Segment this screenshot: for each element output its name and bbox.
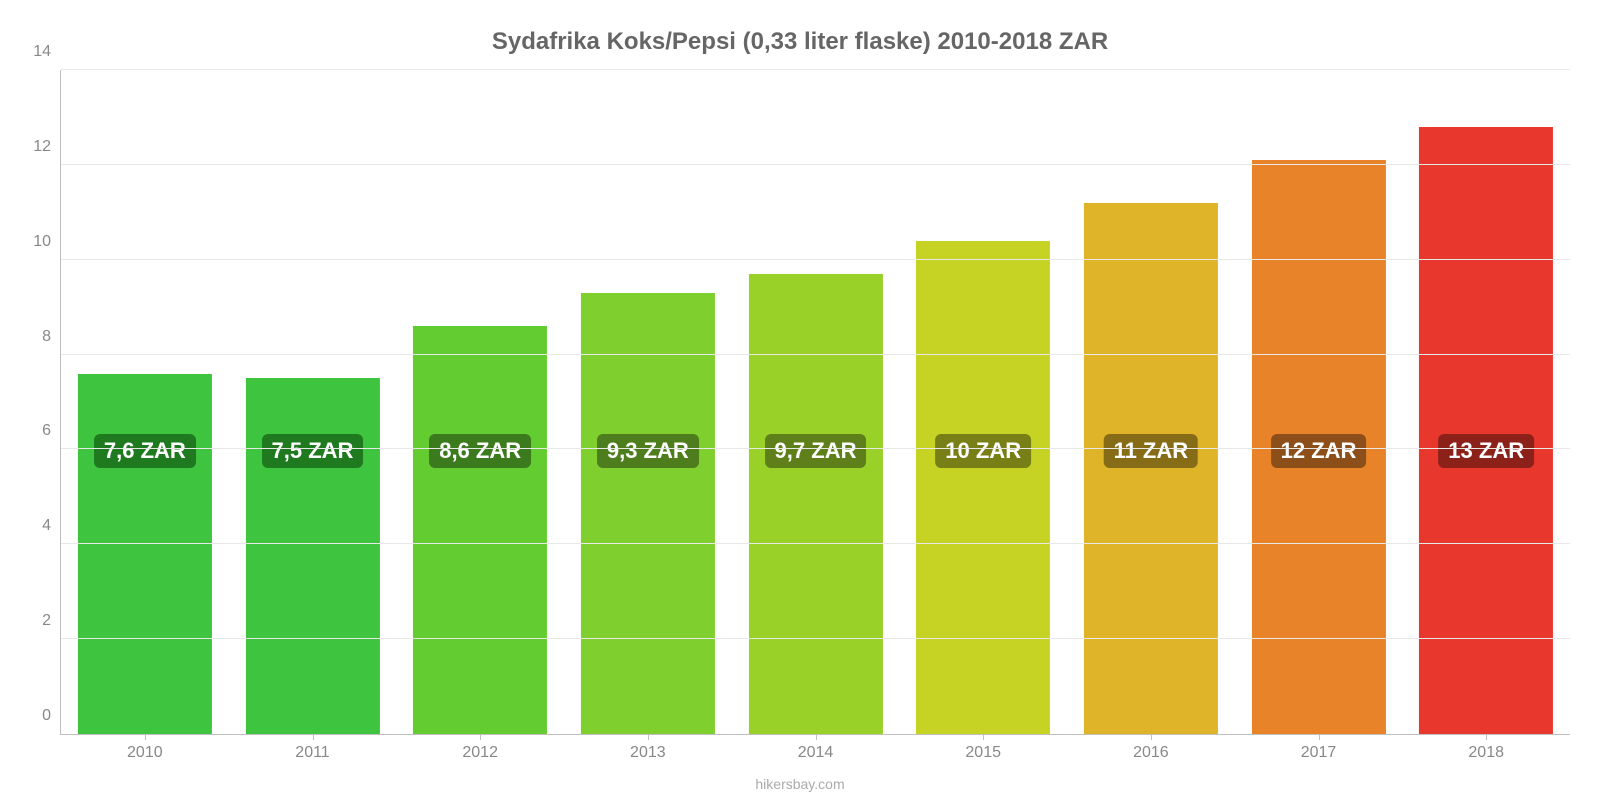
- bar: [581, 293, 715, 734]
- x-tick-label: 2018: [1468, 734, 1504, 762]
- bar-slot: 11 ZAR2016: [1067, 70, 1235, 734]
- grid-line: [61, 164, 1570, 165]
- bar: [748, 274, 882, 734]
- bar-slot: 7,6 ZAR2010: [61, 70, 229, 734]
- bar-slot: 10 ZAR2015: [899, 70, 1067, 734]
- y-tick-label: 12: [33, 138, 61, 156]
- x-tick-label: 2011: [295, 734, 329, 762]
- bar-slot: 9,7 ZAR2014: [732, 70, 900, 734]
- y-tick-label: 0: [42, 707, 61, 725]
- bar-slot: 13 ZAR2018: [1402, 70, 1570, 734]
- bar: [245, 378, 379, 734]
- x-tick-label: 2013: [630, 734, 666, 762]
- y-tick-label: 2: [42, 612, 61, 630]
- grid-line: [61, 448, 1570, 449]
- bar-slot: 7,5 ZAR2011: [229, 70, 397, 734]
- bar-value-label: 13 ZAR: [1438, 434, 1534, 468]
- x-tick-label: 2015: [965, 734, 1001, 762]
- x-tick-label: 2017: [1301, 734, 1337, 762]
- plot-area: 7,6 ZAR20107,5 ZAR20118,6 ZAR20129,3 ZAR…: [60, 70, 1570, 735]
- y-tick-label: 8: [42, 328, 61, 346]
- bar-slot: 9,3 ZAR2013: [564, 70, 732, 734]
- bar: [1419, 127, 1553, 734]
- credit-text: hikersbay.com: [0, 776, 1600, 792]
- bar-value-label: 8,6 ZAR: [429, 434, 531, 468]
- bar-value-label: 12 ZAR: [1271, 434, 1367, 468]
- bar-value-label: 9,7 ZAR: [765, 434, 867, 468]
- grid-line: [61, 354, 1570, 355]
- bar: [78, 374, 212, 734]
- bar: [916, 241, 1050, 734]
- bar-slot: 12 ZAR2017: [1235, 70, 1403, 734]
- grid-line: [61, 543, 1570, 544]
- bar-value-label: 7,5 ZAR: [262, 434, 364, 468]
- bar-value-label: 10 ZAR: [935, 434, 1031, 468]
- bar: [1084, 203, 1218, 734]
- x-tick-label: 2016: [1133, 734, 1169, 762]
- grid-line: [61, 259, 1570, 260]
- grid-line: [61, 69, 1570, 70]
- x-tick-label: 2012: [462, 734, 498, 762]
- bar-value-label: 9,3 ZAR: [597, 434, 699, 468]
- y-tick-label: 6: [42, 422, 61, 440]
- y-tick-label: 4: [42, 517, 61, 535]
- chart-container: Sydafrika Koks/Pepsi (0,33 liter flaske)…: [0, 0, 1600, 800]
- y-tick-label: 10: [33, 233, 61, 251]
- grid-line: [61, 638, 1570, 639]
- y-tick-label: 14: [33, 43, 61, 61]
- x-tick-label: 2014: [798, 734, 834, 762]
- bar: [413, 326, 547, 734]
- x-tick-label: 2010: [127, 734, 163, 762]
- bar-value-label: 7,6 ZAR: [94, 434, 196, 468]
- chart-title: Sydafrika Koks/Pepsi (0,33 liter flaske)…: [0, 28, 1600, 56]
- bar-value-label: 11 ZAR: [1104, 434, 1199, 468]
- bar-slot: 8,6 ZAR2012: [396, 70, 564, 734]
- bars-container: 7,6 ZAR20107,5 ZAR20118,6 ZAR20129,3 ZAR…: [61, 70, 1570, 734]
